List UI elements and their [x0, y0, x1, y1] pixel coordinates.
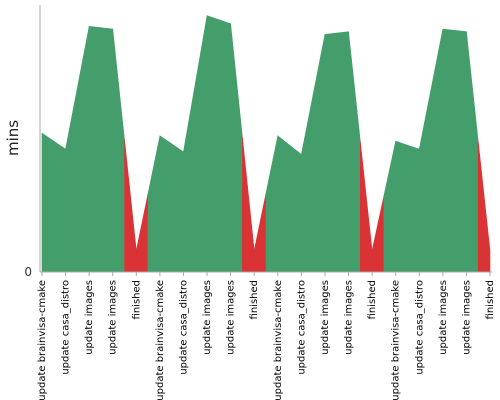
area-segment-ok [100, 27, 114, 273]
area-segment-ok [194, 15, 208, 273]
x-tick-label: update images [320, 280, 331, 355]
x-tick-label: finished [367, 280, 378, 319]
x-tick-label: update images [344, 280, 355, 355]
area-segment-failed [371, 195, 385, 273]
y-tick-label: 0 [24, 265, 32, 279]
x-tick-label: update brainvisa-cmake [273, 280, 284, 400]
x-tick-label: update casa_distro [296, 280, 307, 375]
area-segment-ok [230, 23, 243, 273]
area-segment-failed [253, 193, 267, 273]
area-segment-ok [454, 30, 467, 273]
area-segment-ok [289, 144, 302, 273]
area-segment-ok [218, 19, 231, 273]
area-segment-failed [136, 193, 149, 273]
x-tick-label: update images [84, 280, 95, 355]
area-segments [41, 15, 491, 273]
y-axis-title: mins [4, 120, 22, 156]
area-segment-ok [395, 140, 408, 273]
area-segment-failed [477, 141, 491, 273]
x-tick-label: update images [438, 280, 449, 355]
x-tick-label: finished [131, 280, 142, 319]
x-tick-label: update images [108, 280, 119, 355]
area-segment-ok [53, 140, 66, 273]
area-segment-ok [301, 94, 314, 273]
area-segment-ok [430, 28, 444, 273]
area-segment-ok [65, 87, 78, 273]
area-segment-ok [171, 143, 184, 273]
area-segment-ok [418, 89, 432, 273]
x-tick-label: update casa_distro [61, 280, 72, 375]
area-segment-ok [265, 135, 279, 273]
x-tick-label: finished [249, 280, 260, 319]
x-tick-label: update casa_distro [178, 280, 189, 375]
area-segment-ok [147, 135, 161, 273]
area-segment-ok [383, 141, 396, 273]
area-segment-ok [312, 34, 326, 273]
area-segment-ok [466, 31, 479, 273]
x-tick-label: update brainvisa-cmake [391, 280, 402, 400]
area-segment-ok [442, 28, 455, 273]
area-segment-ok [206, 15, 220, 273]
area-segment-ok [112, 28, 125, 273]
x-tick-labels: update brainvisa-cmake update casa_distro… [37, 272, 496, 400]
area-segment-ok [407, 144, 420, 273]
x-tick-label: update images [226, 280, 237, 355]
x-tick-label: update images [461, 280, 472, 355]
x-tick-label: update brainvisa-cmake [155, 280, 166, 400]
area-segment-ok [77, 26, 90, 273]
area-segment-ok [277, 135, 290, 273]
x-tick-label: finished [485, 280, 496, 319]
x-tick-label: update brainvisa-cmake [37, 280, 48, 400]
area-segment-failed [360, 141, 373, 273]
area-segment-ok [336, 31, 349, 273]
area-segment-failed [242, 137, 255, 273]
area-segment-ok [324, 32, 338, 273]
x-tick-label: update casa_distro [414, 280, 425, 375]
area-segment-ok [88, 26, 102, 273]
area-segment-ok [348, 31, 361, 273]
x-tick-label: update images [202, 280, 213, 355]
area-segment-failed [124, 139, 137, 273]
area-segment-ok [159, 135, 172, 273]
area-segment-ok [41, 132, 55, 273]
area-segment-ok [183, 83, 196, 273]
